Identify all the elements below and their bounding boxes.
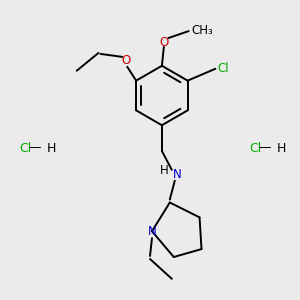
Text: CH₃: CH₃ bbox=[192, 24, 213, 37]
Text: —: — bbox=[29, 142, 41, 154]
Text: H: H bbox=[160, 164, 168, 177]
Text: Cl: Cl bbox=[19, 142, 32, 154]
Text: —: — bbox=[259, 142, 271, 154]
Text: Cl: Cl bbox=[218, 62, 229, 75]
Text: N: N bbox=[148, 225, 156, 238]
Text: O: O bbox=[159, 35, 169, 49]
Text: N: N bbox=[173, 168, 182, 181]
Text: O: O bbox=[122, 54, 131, 67]
Text: H: H bbox=[277, 142, 286, 154]
Text: H: H bbox=[47, 142, 56, 154]
Text: Cl: Cl bbox=[249, 142, 261, 154]
